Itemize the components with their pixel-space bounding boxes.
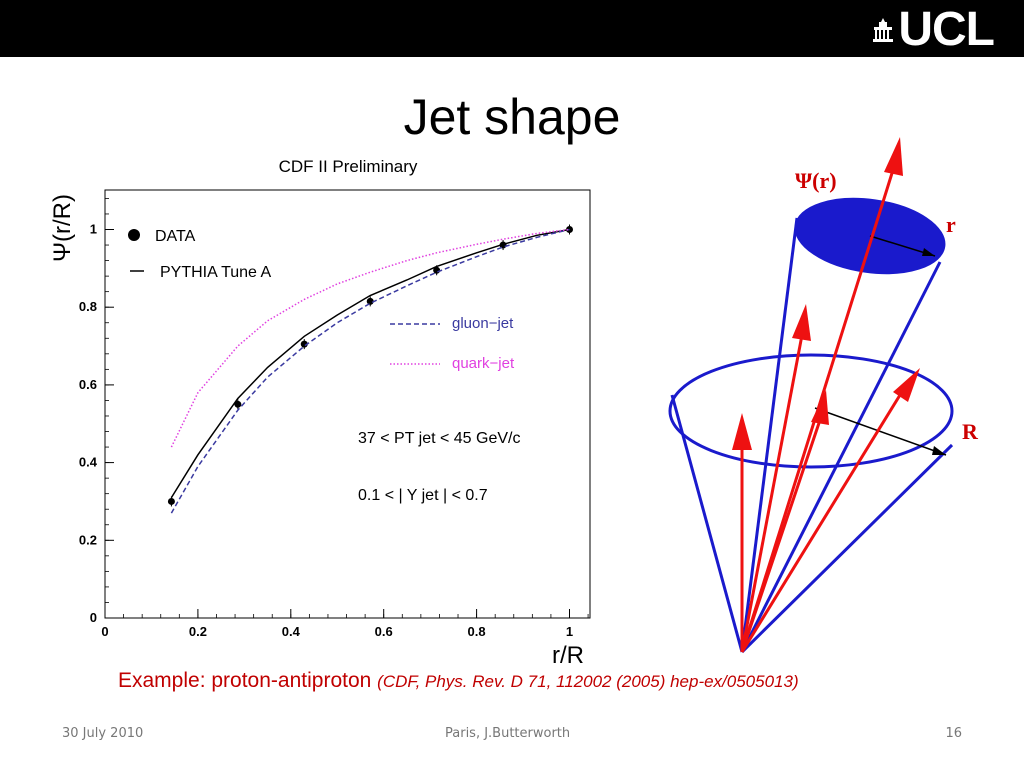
footer-page-number: 16	[945, 726, 962, 741]
cone-base-ellipse	[668, 353, 954, 469]
x-tick-label: 0.8	[468, 624, 486, 639]
particle-arrowhead-1	[732, 413, 752, 450]
particle-arrow-2	[740, 334, 804, 653]
y-range-annotation: 0.1 < | Y jet | < 0.7	[358, 487, 488, 504]
outer-cone-right-edge	[740, 443, 954, 654]
caption-main: Example: proton-antiproton	[118, 669, 372, 692]
particle-arrowhead-2	[792, 304, 811, 341]
x-tick-label: 0.2	[189, 624, 207, 639]
psi-r-label: Ψ(r)	[795, 168, 837, 193]
data-point	[234, 400, 242, 408]
caption-citation: (CDF, Phys. Rev. D 71, 112002 (2005) hep…	[377, 672, 799, 691]
inner-cone-right-edge	[740, 261, 942, 653]
legend-data-marker	[128, 229, 140, 241]
large-radius-arrowhead	[932, 446, 946, 455]
header-bar: UCL	[0, 0, 1024, 57]
pythia-curve	[170, 228, 570, 498]
quark-jet-curve	[170, 228, 570, 448]
portico-icon	[873, 18, 894, 42]
x-tick-label: 0.6	[375, 624, 393, 639]
y-axis-label: Ψ(r/R)	[49, 194, 76, 262]
y-tick-label: 0.6	[79, 377, 97, 392]
legend-quark-label: quark−jet	[452, 355, 515, 372]
ucl-logo: UCL	[872, 6, 995, 54]
particle-arrowhead-5	[884, 137, 903, 176]
slide-title: Jet shape	[403, 89, 621, 145]
legend-data-label: DATA	[155, 228, 196, 245]
caption: Example: proton-antiproton (CDF, Phys. R…	[118, 669, 799, 693]
legend-gluon-label: gluon−jet	[452, 315, 514, 332]
footer-author: Paris, J.Butterworth	[445, 726, 571, 741]
particle-arrow-5	[740, 169, 895, 653]
axis-ticks: 0 0.2 0.4 0.6 0.8 1 0 0.2 0.4 0.6 0.8 1	[79, 198, 589, 639]
x-tick-label: 0	[101, 624, 108, 639]
small-r-label: r	[946, 212, 956, 237]
x-tick-label: 1	[566, 624, 573, 639]
data-point	[366, 297, 374, 305]
particle-arrows	[732, 137, 920, 653]
plot-frame	[104, 189, 591, 619]
series-layer	[167, 224, 573, 514]
small-radius-arrowhead	[922, 248, 935, 256]
y-tick-label: 0	[90, 610, 97, 625]
particle-arrow-4	[740, 394, 902, 653]
pt-range-annotation: 37 < PT jet < 45 GeV/c	[358, 430, 520, 447]
legend-pythia-label: PYTHIA Tune A	[160, 264, 272, 281]
y-tick-label: 0.4	[79, 455, 98, 470]
outer-cone-left-edge	[670, 394, 744, 653]
jet-cone-diagram	[668, 197, 954, 654]
particle-arrowhead-4	[893, 368, 920, 402]
data-point	[167, 497, 175, 505]
y-tick-label: 0.8	[79, 299, 97, 314]
footer-date: 30 July 2010	[62, 726, 144, 741]
inner-cone-left-edge	[740, 217, 799, 653]
chart-title: CDF II Preliminary	[279, 157, 418, 176]
large-R-label: R	[962, 419, 979, 444]
data-point	[300, 340, 308, 348]
large-radius-line	[814, 407, 947, 456]
gluon-jet-curve	[170, 228, 570, 514]
y-tick-label: 0.2	[79, 532, 97, 547]
x-axis-label: r/R	[552, 642, 584, 669]
y-tick-label: 1	[90, 222, 97, 237]
x-tick-label: 0.4	[282, 624, 301, 639]
